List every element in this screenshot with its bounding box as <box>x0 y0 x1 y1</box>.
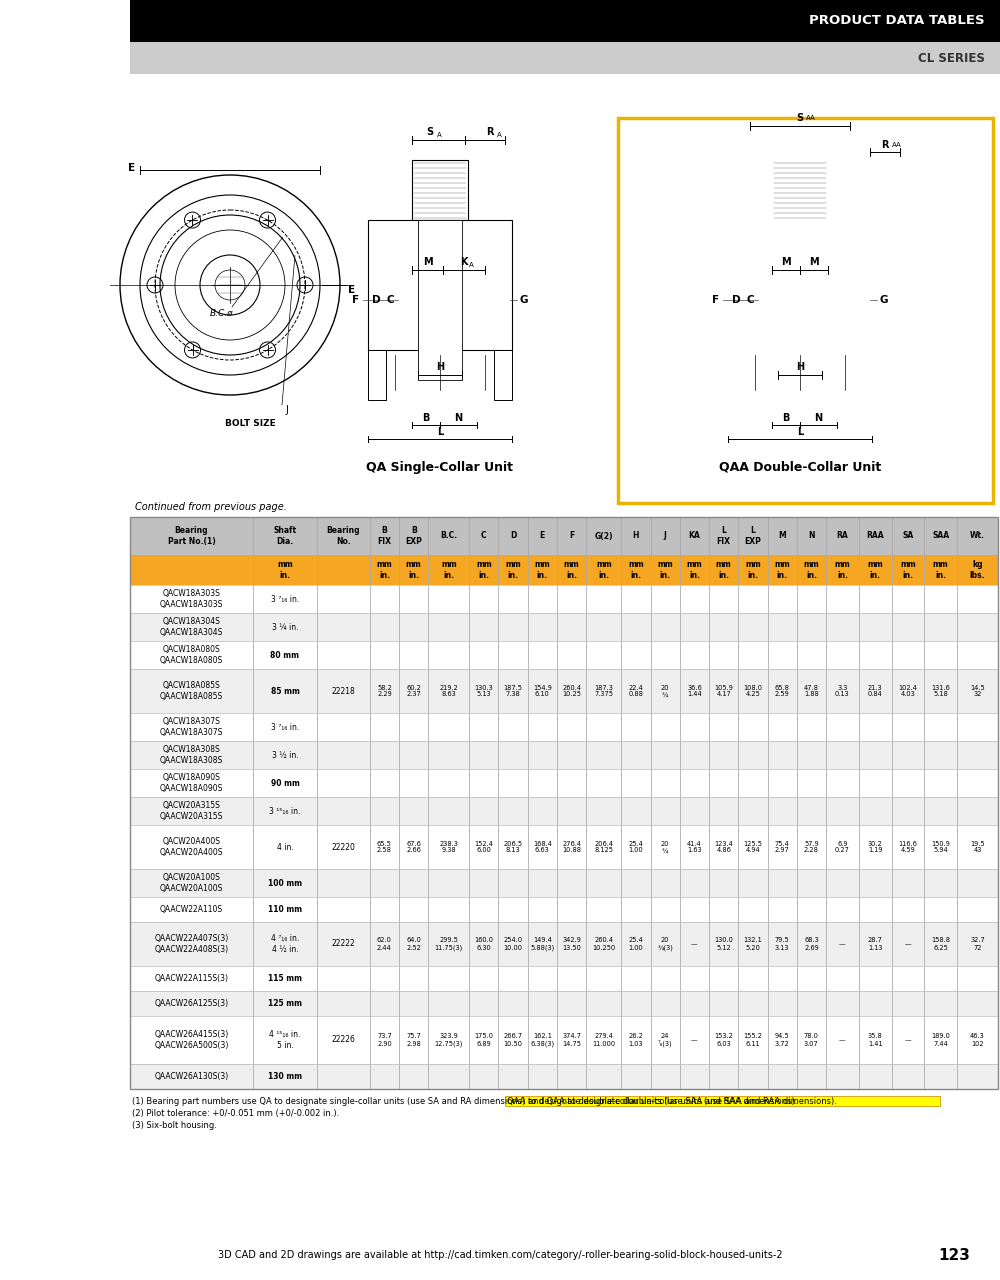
Text: RAA: RAA <box>866 531 884 540</box>
Bar <box>557 769 586 797</box>
Bar <box>130 922 253 966</box>
Bar <box>130 869 998 897</box>
Text: 131.6
5.18: 131.6 5.18 <box>931 685 950 698</box>
Text: 85 mm: 85 mm <box>271 686 299 695</box>
Bar <box>317 966 370 991</box>
Text: 64.0
2.52: 64.0 2.52 <box>406 937 421 951</box>
Bar <box>498 713 528 741</box>
Bar <box>528 556 557 585</box>
Text: —: — <box>839 1037 846 1043</box>
Text: F: F <box>569 531 574 540</box>
Text: 206.5
8.13: 206.5 8.13 <box>504 841 523 854</box>
Text: 94.5
3.72: 94.5 3.72 <box>775 1033 790 1047</box>
Text: mm
in.: mm in. <box>774 561 790 580</box>
Text: mm
in.: mm in. <box>835 561 850 580</box>
Bar <box>370 897 399 922</box>
Text: 58.2
2.29: 58.2 2.29 <box>377 685 392 698</box>
Bar <box>797 517 826 556</box>
Bar <box>528 669 557 713</box>
Text: QACW18A308S
QAACW18A308S: QACW18A308S QAACW18A308S <box>160 745 223 764</box>
Bar <box>528 585 557 613</box>
Bar <box>738 826 768 869</box>
Bar <box>680 613 709 641</box>
Bar <box>826 1064 859 1089</box>
Bar <box>892 966 924 991</box>
Bar <box>557 1064 586 1089</box>
Bar <box>399 869 428 897</box>
Bar <box>957 869 998 897</box>
Bar <box>854 349 872 399</box>
Bar <box>428 797 469 826</box>
Bar <box>130 556 998 585</box>
Bar <box>469 826 498 869</box>
Text: 279.4
11.000: 279.4 11.000 <box>592 1033 615 1047</box>
Text: 149.4
5.88(3): 149.4 5.88(3) <box>530 937 554 951</box>
Bar <box>399 741 428 769</box>
Bar <box>892 1064 924 1089</box>
Text: 20
¾(3): 20 ¾(3) <box>657 937 673 951</box>
Text: 3D CAD and 2D drawings are available at http://cad.timken.com/category/-roller-b: 3D CAD and 2D drawings are available at … <box>218 1251 782 1260</box>
Text: QACW18A090S
QAACW18A090S: QACW18A090S QAACW18A090S <box>160 773 223 792</box>
Text: mm
in.: mm in. <box>900 561 916 580</box>
Bar <box>586 922 621 966</box>
Bar <box>557 966 586 991</box>
Bar <box>399 669 428 713</box>
Bar <box>557 826 586 869</box>
Bar <box>469 897 498 922</box>
Bar <box>892 869 924 897</box>
Text: H: H <box>796 362 804 372</box>
Text: 3 ⁷₁₆ in.: 3 ⁷₁₆ in. <box>271 594 299 603</box>
Bar <box>253 669 317 713</box>
Text: QAACW26A415S(3)
QAACW26A500S(3): QAACW26A415S(3) QAACW26A500S(3) <box>154 1030 229 1050</box>
Bar <box>528 897 557 922</box>
Bar <box>130 741 253 769</box>
Bar <box>768 641 797 669</box>
Bar <box>428 869 469 897</box>
Text: F: F <box>352 294 360 305</box>
Bar <box>924 713 957 741</box>
Bar <box>370 741 399 769</box>
Bar <box>924 922 957 966</box>
Bar <box>680 641 709 669</box>
Bar <box>651 897 680 922</box>
Bar <box>130 797 998 826</box>
Bar <box>317 669 370 713</box>
Bar <box>651 826 680 869</box>
Text: L: L <box>437 428 443 436</box>
Text: 4 in.: 4 in. <box>277 842 293 851</box>
Text: H: H <box>633 531 639 540</box>
Bar <box>586 669 621 713</box>
Bar <box>957 741 998 769</box>
Bar <box>528 797 557 826</box>
Text: 67.6
2.66: 67.6 2.66 <box>406 841 421 854</box>
Text: 206.4
8.125: 206.4 8.125 <box>594 841 613 854</box>
Bar <box>859 1064 892 1089</box>
Bar <box>892 641 924 669</box>
Bar <box>797 1064 826 1089</box>
Bar <box>892 922 924 966</box>
Text: G: G <box>520 294 528 305</box>
Bar <box>498 669 528 713</box>
Bar <box>253 641 317 669</box>
Bar <box>797 556 826 585</box>
Bar <box>130 713 253 741</box>
Text: QAACW26A130S(3): QAACW26A130S(3) <box>154 1073 229 1082</box>
Bar <box>768 585 797 613</box>
Bar <box>651 641 680 669</box>
Bar <box>586 713 621 741</box>
Bar <box>428 517 469 556</box>
Text: N: N <box>454 413 463 422</box>
Bar <box>130 613 998 641</box>
Text: 22222: 22222 <box>332 940 355 948</box>
Bar <box>826 556 859 585</box>
Text: QACW18A303S
QAACW18A303S: QACW18A303S QAACW18A303S <box>160 589 223 609</box>
Bar <box>586 991 621 1016</box>
Text: B.C.: B.C. <box>440 531 457 540</box>
Bar <box>709 556 738 585</box>
Bar <box>469 1016 498 1064</box>
Bar <box>957 1064 998 1089</box>
Text: (2) Pilot tolerance: +0/-0.051 mm (+0/-0.002 in.).: (2) Pilot tolerance: +0/-0.051 mm (+0/-0… <box>132 1108 339 1117</box>
Bar <box>738 966 768 991</box>
Bar <box>680 585 709 613</box>
Bar <box>621 741 651 769</box>
